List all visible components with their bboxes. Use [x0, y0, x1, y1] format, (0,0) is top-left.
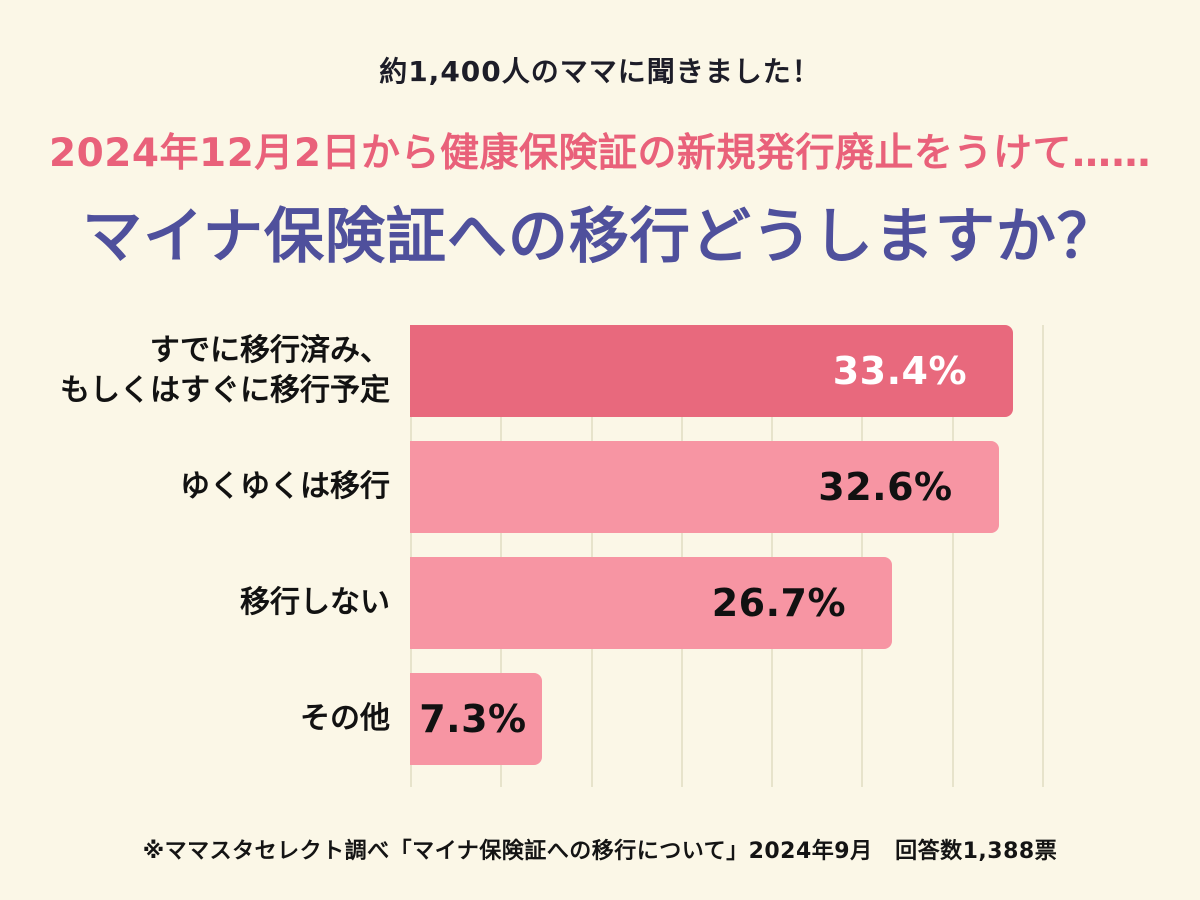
- bar-chart: すでに移行済み、 もしくはすぐに移行予定 33.4% ゆくゆくは移行 32.6% 移行し…: [0, 325, 1200, 805]
- value-label: 7.3%: [419, 697, 527, 741]
- bar: 26.7%: [410, 557, 893, 649]
- bar-area: 32.6%: [410, 441, 1060, 533]
- gridline: [500, 325, 503, 787]
- value-label: 32.6%: [818, 465, 953, 509]
- chart-row: ゆくゆくは移行 32.6%: [0, 441, 1200, 533]
- header: 約1,400人のママに聞きました！ 2024年12月2日から健康保険証の新規発行…: [0, 0, 1200, 275]
- category-label: ゆくゆくは移行: [180, 468, 390, 504]
- survey-subtitle: 約1,400人のママに聞きました！: [379, 55, 821, 88]
- bar-area: 33.4%: [410, 325, 1060, 417]
- gridline: [771, 325, 774, 787]
- value-label: 26.7%: [711, 581, 847, 625]
- title-line-context: 2024年12月2日から健康保険証の新規発行廃止をうけて……: [49, 131, 1151, 176]
- gridline: [680, 325, 683, 787]
- chart-row: 移行しない 26.7%: [0, 557, 1200, 649]
- bar: 32.6%: [410, 441, 999, 533]
- bar: 7.3%: [410, 673, 542, 765]
- bar-area: 7.3%: [410, 673, 1060, 765]
- chart-row: すでに移行済み、 もしくはすぐに移行予定 33.4%: [0, 325, 1200, 417]
- chart-rows: すでに移行済み、 もしくはすぐに移行予定 33.4% ゆくゆくは移行 32.6% 移行し…: [0, 325, 1200, 765]
- bar-area: 26.7%: [410, 557, 1060, 649]
- gridline: [410, 325, 412, 787]
- gridline: [861, 325, 864, 787]
- category-label: すでに移行済み、 もしくはすぐに移行予定: [60, 332, 390, 409]
- chart-row: その他 7.3%: [0, 673, 1200, 765]
- gridline: [951, 325, 954, 787]
- grid-layer: [410, 325, 1060, 787]
- category-label: その他: [300, 700, 390, 736]
- category-label: 移行しない: [240, 584, 390, 620]
- value-label: 33.4%: [832, 349, 968, 393]
- bar: 33.4%: [410, 325, 1014, 417]
- source-note: ※ママスタセレクト調べ「マイナ保険証への移行について」2024年9月 回答数1,…: [142, 839, 1058, 864]
- gridline: [1041, 325, 1044, 787]
- title-line-question: マイナ保険証への移行どうしますか？: [82, 202, 1118, 272]
- gridline: [590, 325, 593, 787]
